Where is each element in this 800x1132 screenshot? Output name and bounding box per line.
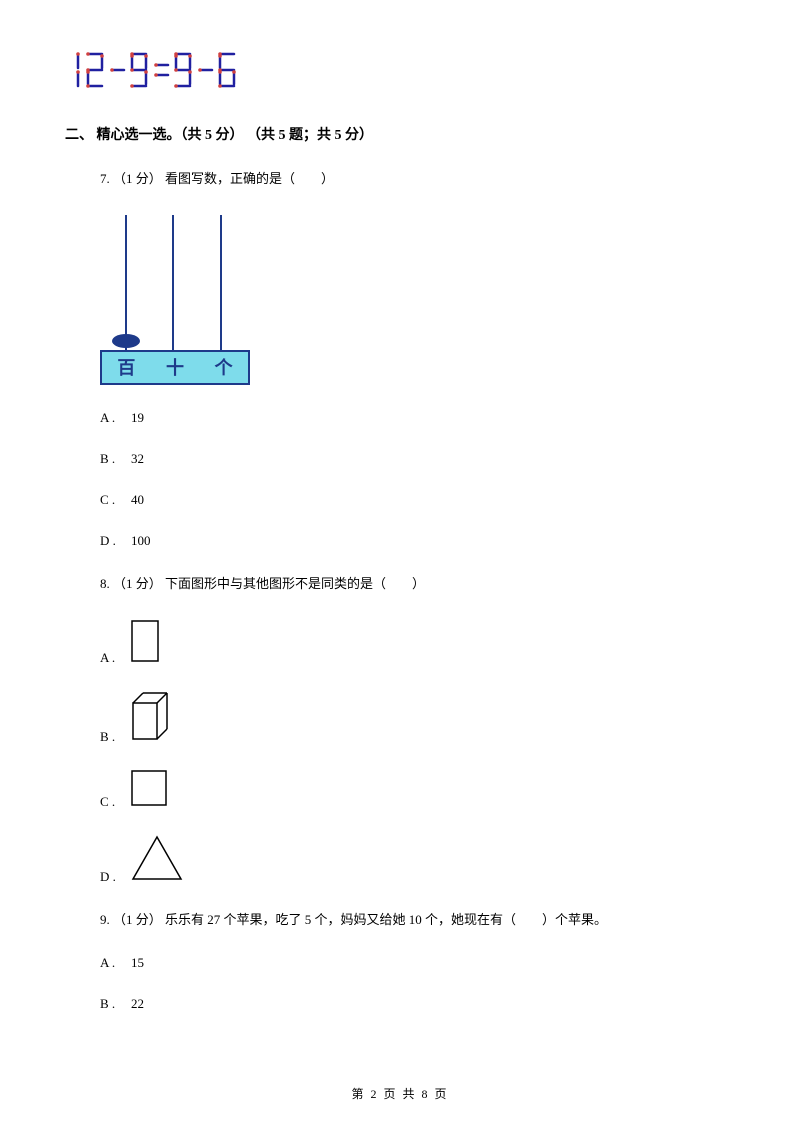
q8-option-c[interactable]: C . bbox=[100, 770, 730, 810]
square-icon bbox=[131, 770, 167, 810]
option-value: 22 bbox=[131, 996, 144, 1012]
q9-option-b[interactable]: B . 22 bbox=[100, 996, 730, 1012]
option-label: B . bbox=[100, 451, 125, 467]
option-value: 32 bbox=[131, 451, 144, 467]
matchstick-equation bbox=[70, 50, 730, 94]
option-label: A . bbox=[100, 650, 125, 666]
q7-option-a[interactable]: A . 19 bbox=[100, 410, 730, 426]
question-9-text: 9. （1 分） 乐乐有 27 个苹果，吃了 5 个，妈妈又给她 10 个，她现… bbox=[100, 910, 730, 931]
q8-option-b[interactable]: B . bbox=[100, 691, 730, 745]
question-8-text: 8. （1 分） 下面图形中与其他图形不是同类的是（ ） bbox=[100, 574, 730, 595]
q7-option-c[interactable]: C . 40 bbox=[100, 492, 730, 508]
option-label: C . bbox=[100, 492, 125, 508]
option-label: D . bbox=[100, 533, 125, 549]
q9-option-a[interactable]: A . 15 bbox=[100, 955, 730, 971]
question-7-text: 7. （1 分） 看图写数，正确的是（ ） bbox=[100, 169, 730, 190]
option-label: C . bbox=[100, 794, 125, 810]
rectangle-icon bbox=[131, 620, 159, 666]
option-label: D . bbox=[100, 869, 125, 885]
option-label: A . bbox=[100, 955, 125, 971]
triangle-icon bbox=[131, 835, 183, 885]
abacus-label-hundreds: 百 bbox=[117, 354, 135, 380]
option-label: B . bbox=[100, 996, 125, 1012]
q7-option-d[interactable]: D . 100 bbox=[100, 533, 730, 549]
option-label: A . bbox=[100, 410, 125, 426]
option-label: B . bbox=[100, 729, 125, 745]
option-value: 100 bbox=[131, 533, 151, 549]
abacus-figure: 百 十 个 bbox=[100, 215, 730, 385]
abacus-label-ones: 个 bbox=[215, 354, 233, 380]
abacus-label-tens: 十 bbox=[166, 354, 184, 380]
option-value: 40 bbox=[131, 492, 144, 508]
section-header: 二、 精心选一选。（共 5 分） （共 5 题；共 5 分） bbox=[65, 124, 730, 144]
q8-option-d[interactable]: D . bbox=[100, 835, 730, 885]
option-value: 19 bbox=[131, 410, 144, 426]
q7-option-b[interactable]: B . 32 bbox=[100, 451, 730, 467]
page-footer: 第 2 页 共 8 页 bbox=[0, 1085, 800, 1102]
q8-option-a[interactable]: A . bbox=[100, 620, 730, 666]
cuboid-icon bbox=[131, 691, 171, 745]
option-value: 15 bbox=[131, 955, 144, 971]
